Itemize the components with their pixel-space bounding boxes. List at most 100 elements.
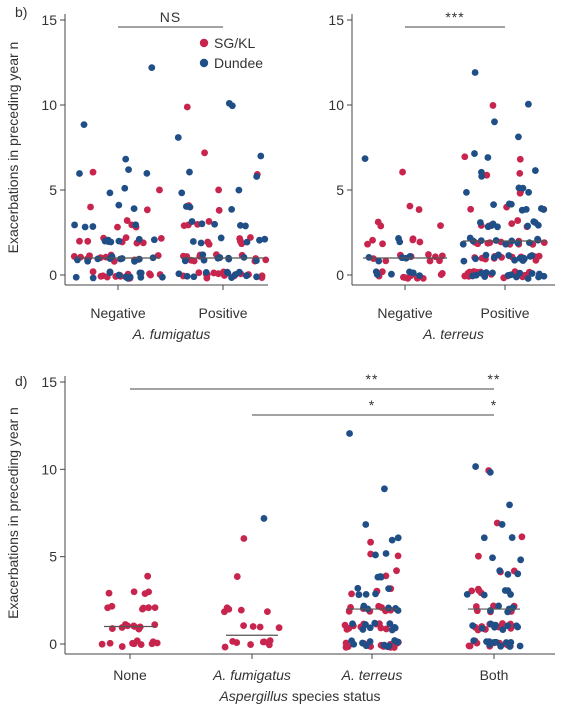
data-point [235,186,243,194]
data-point [472,463,480,470]
data-point [118,643,126,650]
data-point [158,273,166,281]
significance-label: ** [488,371,501,387]
data-point [515,133,522,141]
significance-label: NS [160,9,181,25]
data-point [516,642,524,650]
data-point [150,236,158,244]
data-point [518,533,526,541]
data-point [511,256,519,264]
y-tick-label: 0 [49,636,57,652]
data-point [240,622,247,630]
data-point [504,622,512,630]
data-point [489,220,497,228]
data-point [349,620,356,628]
data-point [386,620,394,628]
data-point [524,222,532,230]
x-tick-label: None [113,667,147,683]
data-point [463,590,471,598]
data-point [531,167,539,174]
data-point [215,206,223,214]
data-point [125,166,132,173]
data-point [359,639,366,647]
data-point [81,223,89,231]
data-point [393,567,400,575]
data-point [377,624,385,632]
data-point [247,641,254,648]
x-tick-label: A. fumigatus [212,667,291,683]
data-point [379,240,386,248]
data-point [514,570,522,578]
data-point [261,235,269,243]
data-point [135,255,143,263]
data-point [130,588,138,596]
data-point [221,643,229,651]
data-point [470,637,478,644]
data-point [371,619,379,627]
data-point [101,237,109,245]
data-point [466,642,474,650]
y-tick-label: 5 [336,182,344,198]
chart-panel-1: b) Exacerbations in preceding year n 0 5 10 1… [5,4,270,342]
data-point [140,604,147,612]
data-point [130,640,138,648]
data-point [372,551,379,559]
data-point [469,622,477,630]
data-point [525,188,533,196]
data-point [355,591,363,599]
data-point [107,238,115,246]
data-point [486,468,494,476]
data-point [508,534,516,541]
data-point [240,535,248,542]
data-point [378,268,386,276]
data-point [123,217,131,224]
data-point [228,205,236,213]
data-point [471,150,478,157]
data-point [253,273,260,281]
data-point [114,223,121,231]
data-point [385,585,393,592]
data-point [499,626,507,634]
data-point [108,253,116,260]
data-point [253,257,260,264]
data-point [242,222,249,230]
data-point [224,269,232,277]
x-tick-label: Both [480,667,509,683]
data-point [253,173,261,180]
data-point [199,251,207,259]
data-point [437,271,445,279]
data-point [381,485,388,493]
data-point [144,572,152,580]
data-point [205,240,213,248]
data-point [122,234,130,242]
data-point [535,252,543,260]
significance-label: ** [366,371,379,387]
data-point [406,252,414,260]
data-point [97,272,105,280]
data-point [436,257,443,265]
data-point [186,203,194,211]
data-point [474,552,482,560]
data-point [534,236,542,244]
data-point [348,590,355,598]
data-point [535,270,543,278]
data-point [374,218,382,226]
data-point [524,100,532,108]
data-point [237,606,245,614]
data-point [515,184,523,192]
data-point [148,640,156,648]
data-point [426,257,434,265]
data-point [396,238,404,246]
data-point [478,624,486,632]
data-point [507,200,515,208]
x-axis-label: A. terreus [422,326,484,342]
data-point [106,189,114,197]
data-point [528,270,536,277]
data-point [275,624,283,632]
data-point [238,240,246,248]
data-point [495,602,502,610]
data-point [190,257,198,265]
data-point [361,155,369,163]
data-point [124,274,132,282]
data-point [478,269,485,277]
